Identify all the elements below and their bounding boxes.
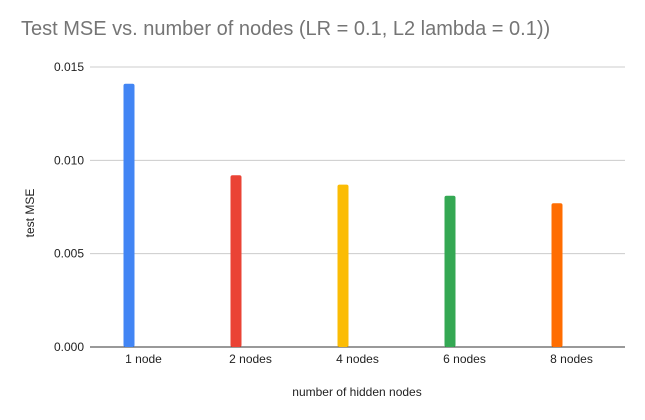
x-axis-ticks: 1 node 2 nodes 4 nodes 6 nodes 8 nodes [125, 352, 593, 366]
bar-8-nodes [551, 203, 563, 347]
gridlines [90, 66, 625, 348]
bars [123, 83, 563, 348]
bar-4-nodes [337, 184, 349, 347]
x-tick-label: 1 node [125, 352, 162, 366]
x-tick-label: 4 nodes [336, 352, 379, 366]
x-tick-label: 2 nodes [229, 352, 272, 366]
y-axis-label: test MSE [23, 189, 37, 238]
y-tick-label: 0.010 [54, 153, 84, 167]
x-axis-label: number of hidden nodes [292, 385, 421, 399]
y-tick-label: 0.005 [54, 247, 84, 261]
chart-title: Test MSE vs. number of nodes (LR = 0.1, … [21, 18, 551, 40]
bar-1-node [123, 83, 135, 348]
y-axis-ticks: 0.000 0.005 0.010 0.015 [54, 60, 84, 354]
y-tick-label: 0.000 [54, 340, 84, 354]
x-tick-label: 8 nodes [550, 352, 593, 366]
bar-2-nodes [230, 175, 242, 347]
bar-6-nodes [444, 195, 456, 347]
y-tick-label: 0.015 [54, 60, 84, 74]
x-tick-label: 6 nodes [443, 352, 486, 366]
